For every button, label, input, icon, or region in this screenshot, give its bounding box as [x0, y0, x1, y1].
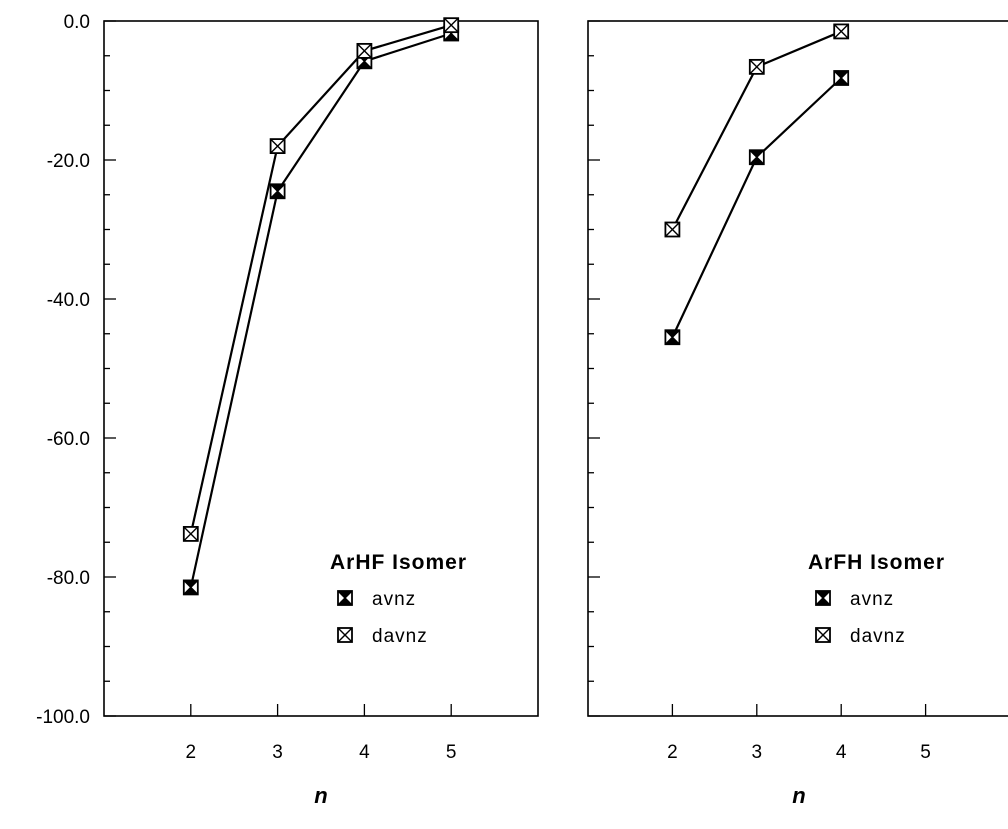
x-axis-label: n: [314, 783, 327, 808]
legend-marker-avnz-fill-bottom: [816, 598, 830, 605]
data-point-avnz-fill-bottom: [749, 157, 764, 165]
data-point-avnz-fill-bottom: [444, 33, 459, 41]
data-point-davnz-diag-b: [443, 17, 459, 33]
data-point-avnz-diag-b: [749, 149, 765, 165]
data-point-avnz-fill-bottom: [834, 77, 849, 85]
x-tick-label: 4: [836, 742, 847, 763]
legend-marker-avnz: [337, 590, 353, 606]
legend-marker-avnz-diag-b: [815, 590, 831, 606]
x-tick-label: 2: [667, 742, 678, 763]
legend-marker-avnz: [815, 590, 831, 606]
chart-panel-2: 2 3 4 5 n ArFH Isomer avnz davnz: [587, 20, 1008, 808]
data-point-avnz: [269, 183, 286, 200]
y-tick-label: 0.0: [64, 12, 90, 33]
data-point-avnz-fill-bottom: [665, 337, 680, 345]
y-tick-label: -40.0: [47, 290, 90, 311]
data-point-avnz-fill-top: [834, 70, 849, 78]
x-tick-label: 4: [359, 742, 370, 763]
data-point-davnz: [443, 17, 460, 34]
data-point-avnz-diag-b: [833, 70, 849, 86]
chart-panel-1: 0.0 -20.0 -40.0 -60.0 -80.0 -100.0 2 3 4 5 n ArHF I…: [36, 12, 539, 808]
y-tick-label: -60.0: [47, 429, 90, 450]
legend-marker-davnz-diag-b: [815, 627, 831, 643]
data-point-avnz-diag-b: [183, 579, 199, 595]
plot-frame: [587, 20, 1008, 717]
legend: ArHF Isomer avnz davnz: [330, 551, 467, 647]
data-point-davnz-diag-b: [183, 526, 199, 542]
series-line-avnz: [189, 32, 452, 588]
legend-marker-davnz: [337, 627, 353, 643]
data-point-avnz: [182, 579, 199, 596]
data-point-avnz-fill-top: [749, 150, 764, 158]
legend-marker-davnz-diag-b: [337, 627, 353, 643]
legend-title: ArHF Isomer: [330, 551, 467, 574]
x-tick-label: 2: [186, 742, 197, 763]
data-point-davnz: [748, 58, 765, 75]
data-point-davnz: [664, 221, 681, 238]
legend: ArFH Isomer avnz davnz: [808, 551, 945, 647]
x-tick-label: 5: [446, 742, 457, 763]
data-point-avnz-fill-bottom: [183, 587, 198, 595]
data-point-avnz-fill-top: [183, 580, 198, 588]
legend-title: ArFH Isomer: [808, 551, 945, 574]
data-point-davnz: [269, 138, 286, 155]
data-point-davnz: [182, 526, 199, 542]
x-tick-label: 3: [272, 742, 283, 763]
data-point-davnz: [833, 23, 850, 40]
series-line-davnz: [189, 24, 452, 535]
data-point-davnz-diag-b: [270, 138, 286, 154]
legend-label-davnz: davnz: [850, 626, 906, 647]
data-point-avnz: [664, 329, 681, 346]
data-point-davnz: [356, 42, 373, 59]
y-tick-label: -80.0: [47, 568, 90, 589]
y-tick-label: -20.0: [47, 151, 90, 172]
x-tick-label: 5: [920, 742, 931, 763]
legend-marker-davnz: [815, 627, 831, 643]
data-point-avnz: [833, 70, 850, 86]
data-point-avnz-fill-top: [665, 330, 680, 338]
data-point-davnz-diag-b: [664, 222, 680, 237]
data-point-davnz-diag-b: [833, 23, 849, 39]
data-point-avnz-fill-top: [270, 184, 285, 192]
data-point-avnz-diag-b: [270, 183, 286, 199]
data-point-davnz-diag-b: [749, 59, 765, 75]
legend-marker-avnz-fill-top: [816, 591, 830, 598]
data-point-avnz-fill-bottom: [357, 61, 372, 69]
series-line-avnz: [671, 77, 842, 338]
data-point-avnz-fill-bottom: [270, 191, 285, 199]
legend-marker-avnz-diag-b: [337, 590, 353, 606]
x-axis-label: n: [792, 783, 805, 808]
legend-marker-avnz-fill-top: [338, 591, 352, 598]
data-point-avnz-diag-b: [664, 329, 680, 345]
data-point-avnz: [748, 149, 765, 166]
legend-label-avnz: avnz: [372, 589, 416, 610]
legend-label-davnz: davnz: [372, 626, 428, 647]
legend-label-avnz: avnz: [850, 589, 894, 610]
x-tick-label: 3: [752, 742, 763, 763]
legend-marker-avnz-fill-bottom: [338, 598, 352, 605]
y-tick-label: -100.0: [36, 707, 90, 728]
data-point-davnz-diag-b: [356, 43, 372, 59]
